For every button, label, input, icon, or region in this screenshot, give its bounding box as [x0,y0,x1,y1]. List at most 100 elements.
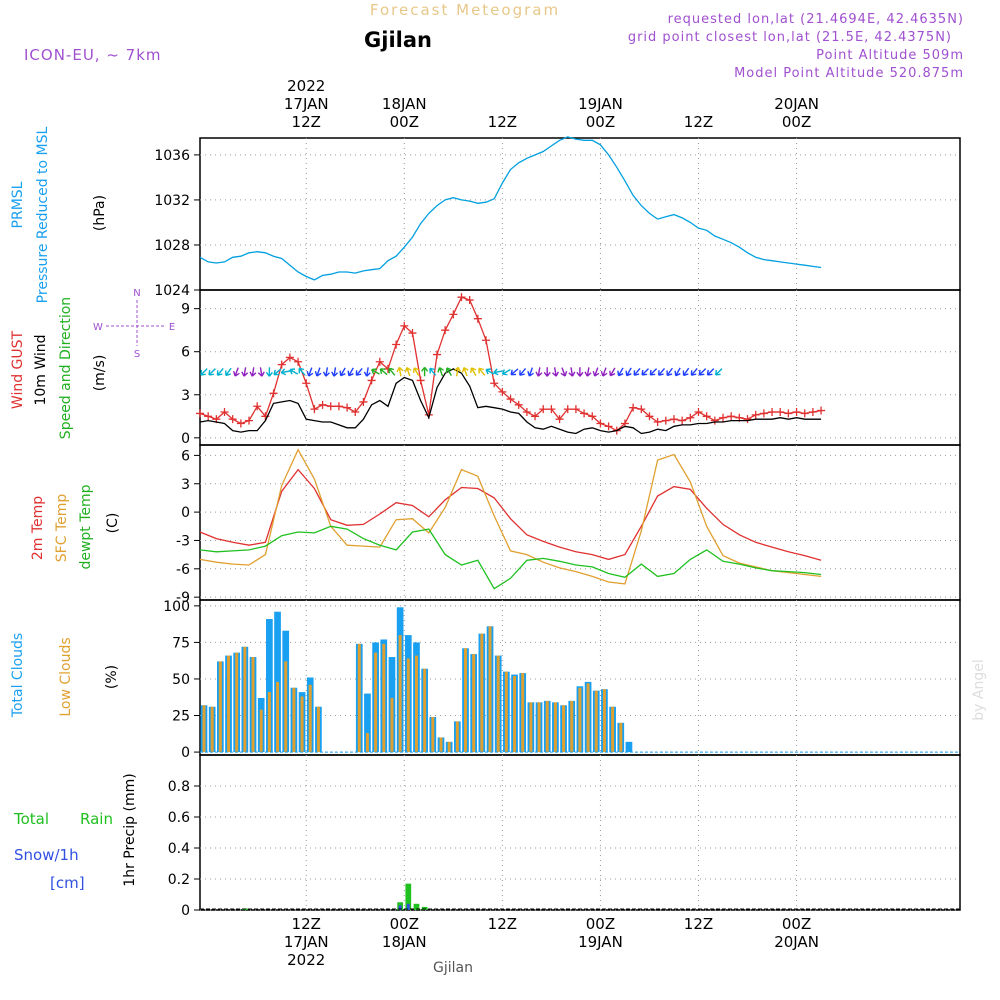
wind-arrow [249,367,257,377]
wind-arrow [355,367,363,376]
top-time-label: 20JAN [774,95,819,113]
cloud-low-bar [504,671,508,753]
footer-location: Gjilan [433,960,473,976]
wind-arrow [371,368,380,375]
wind-gust-marker [457,293,466,302]
wind-gust-marker [367,376,376,385]
temperature-series-line [199,448,822,585]
wind-gust-marker [196,409,204,418]
cloud-low-bar [251,657,255,753]
wind-arrow [576,367,584,377]
precip-label-units: [cm] [50,874,85,892]
wind-gust-marker [204,412,213,421]
top-time-label: 00Z [782,113,811,131]
cloud-low-bar [218,661,222,753]
cloud-low-bar [235,652,239,753]
compass-east: E [169,322,175,333]
clouds-ytick-label: 0 [181,745,190,761]
precip-ytick-label: 0.8 [168,779,190,795]
cloud-low-bar [431,716,435,753]
precip-total-bar [413,903,420,910]
wind-ytick-label: 6 [181,345,190,361]
wind-gust-marker [302,379,311,388]
pressure-ytick-label: 1032 [154,193,190,209]
wind-series-line [199,368,822,435]
pressure-frame [199,137,961,291]
cloud-low-bar [414,655,418,753]
wind-gust-marker [629,403,638,412]
compass-west: W [93,322,103,333]
wind-gust-marker [653,418,662,427]
wind-arrow [314,367,322,377]
bottom-time-label: 00Z [586,915,615,933]
wind-arrow [510,368,519,376]
cloud-low-bar [472,654,476,753]
cloud-low-bar [570,700,574,753]
cloud-low-bar [300,696,304,753]
bottom-time-label: 18JAN [382,933,427,951]
wind-gust-marker [768,407,777,416]
wind-panel-labels: Wind GUST 10m Wind Speed and Direction (… [10,288,175,439]
wind-gust-marker [482,336,491,345]
wind-gust-marker [318,400,327,409]
cloud-low-bar [439,737,443,753]
compass-south: S [134,349,140,360]
wind-gust-marker [800,409,809,418]
wind-gust-marker [531,412,540,421]
wind-gust-marker [669,415,678,424]
bottom-time-label: 12Z [488,915,517,933]
wind-arrow [535,367,543,377]
wind-gust-marker [285,353,294,362]
wind-ytick-label: 3 [181,388,190,404]
wind-arrow [273,368,282,376]
cloud-low-bar [455,721,459,753]
location-title: Gjilan [364,28,432,52]
wind-arrow [363,367,371,377]
model-altitude: Model Point Altitude 520.875m [734,66,964,81]
wind-arrow [461,366,469,377]
wind-gust-marker [490,379,499,388]
cloud-total-bar [364,693,371,753]
bottom-time-label: 00Z [390,915,419,933]
wind-arrow [233,367,240,377]
wind-gust-marker [343,403,352,412]
cloud-low-bar [562,705,566,753]
wind-arrow [674,367,681,377]
wind-ytick-label: 9 [181,302,190,318]
wind-gust-marker [686,413,695,422]
wind-arrow [216,367,224,376]
cloud-low-bar [611,706,615,753]
wind-gust-marker [817,406,826,415]
wind-arrow [379,368,388,376]
temperature-ytick-label: -3 [176,533,190,549]
wind-label-gust: Wind GUST [10,330,26,409]
wind-label-speed: Speed and Direction [58,297,74,439]
wind-arrow [600,367,608,377]
pressure-panel-labels: PRMSL Pressure Reduced to MSL (hPa) [10,126,108,303]
wind-gust-marker [506,395,515,404]
wind-gust-marker [408,329,417,338]
wind-arrow [241,367,249,377]
top-time-label: 12Z [684,113,713,131]
wind-gust-marker [326,402,335,411]
wind-arrow [200,368,208,376]
wind-gust-marker [727,412,736,421]
cloud-label-low: Low Clouds [58,637,74,716]
cloud-ylabel: (%) [104,665,120,689]
pressure-ytick-label: 1028 [154,238,190,254]
cloud-label-total: Total Clouds [10,633,26,718]
precip-frame [199,754,961,911]
cloud-low-bar [243,646,247,753]
cloud-low-bar [202,705,206,753]
wind-arrow [714,368,723,376]
wind-arrow [666,367,673,377]
temperature-ytick-label: 0 [181,505,190,521]
cloud-low-bar [464,648,467,753]
precip-label-total: Total [13,810,49,828]
wind-gust-marker [776,407,785,416]
cloud-low-bar [480,633,484,753]
wind-gust-marker [432,350,441,359]
bottom-time-label: 20JAN [774,933,819,951]
wind-gust-marker [375,357,384,366]
